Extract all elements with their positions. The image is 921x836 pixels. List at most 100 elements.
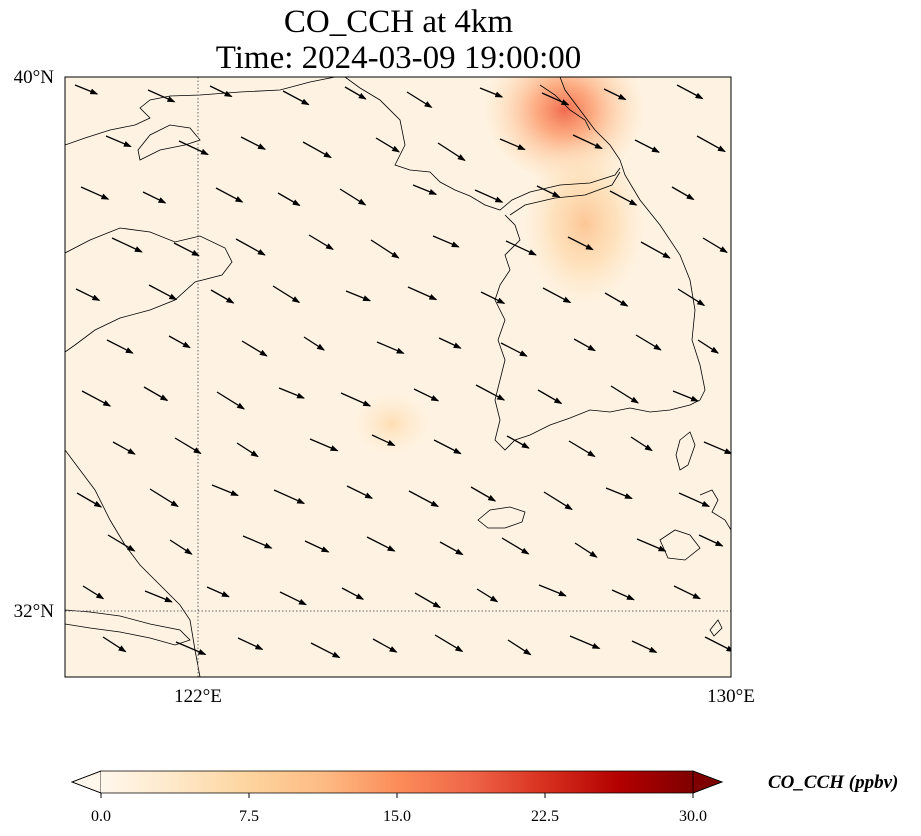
wind-arrow: [105, 135, 132, 148]
wind-arrow: [279, 591, 307, 606]
wind-arrow: [216, 391, 245, 410]
kyushu-coast: [699, 489, 731, 531]
wind-arrow: [376, 341, 405, 354]
wind-arrow: [235, 238, 266, 256]
wind-arrow: [605, 487, 633, 500]
wind-arrow: [371, 434, 396, 447]
wind-arrow: [237, 637, 264, 650]
liaodong-tip: [137, 124, 201, 161]
wind-arrow: [308, 234, 334, 250]
wind-arrow: [567, 236, 594, 251]
lat-tick-label-32N: 32°N: [14, 601, 55, 622]
wind-arrow: [506, 435, 530, 449]
wind-arrow: [372, 638, 398, 653]
wind-arrow: [501, 537, 530, 555]
wind-arrow: [211, 484, 239, 497]
korea-peninsula-coast: [494, 77, 706, 451]
wind-arrow: [480, 291, 506, 304]
wind-arrow: [149, 488, 179, 508]
wind-arrow: [370, 239, 400, 259]
colorbar-extend-max: [692, 770, 724, 794]
wind-arrow: [240, 136, 266, 150]
wind-arrow: [302, 141, 332, 159]
wind-arrow: [282, 90, 310, 106]
wind-arrow: [278, 387, 305, 399]
wind-arrow: [698, 534, 724, 547]
wind-arrow: [309, 438, 339, 452]
shandong-coast: [65, 227, 233, 353]
wind-arrow: [536, 185, 561, 198]
wind-arrow: [541, 92, 570, 106]
colorbar-tick-label: 15.0: [383, 808, 411, 825]
wind-arrow: [303, 336, 325, 351]
wind-arrow: [438, 337, 462, 349]
wind-arrow: [479, 87, 504, 98]
wind-arrow: [433, 439, 462, 455]
wind-arrow: [169, 539, 193, 555]
hotspot-3: [349, 390, 434, 458]
colorbar-tick-label: 30.0: [679, 808, 707, 825]
wind-arrow: [412, 184, 438, 195]
wind-arrow: [168, 335, 191, 349]
wind-arrow: [635, 334, 662, 351]
wind-arrow: [236, 442, 259, 458]
plot-title-line1: CO_CCH at 4km: [283, 4, 514, 40]
wind-arrow: [437, 142, 466, 161]
wind-arrow: [209, 85, 233, 98]
wind-arrow: [568, 440, 596, 458]
wind-arrow: [144, 590, 173, 603]
wind-arrow: [507, 639, 532, 656]
wind-arrow: [174, 437, 202, 455]
korea-bay-north-coast: [344, 77, 621, 211]
wind-arrow: [676, 84, 704, 100]
wind-arrow: [102, 636, 127, 653]
jeju-island: [477, 506, 526, 529]
wind-arrow: [603, 88, 627, 101]
wind-arrow: [678, 492, 711, 508]
wind-arrow: [631, 640, 658, 653]
plot-title-line2: Time: 2024-03-09 19:00:00: [215, 40, 582, 76]
jiangsu-coast: [65, 449, 201, 677]
colorbar-tick-label: 0.0: [91, 808, 111, 825]
wind-arrow: [344, 86, 367, 100]
wind-arrow: [413, 388, 440, 402]
wind-arrow: [439, 541, 464, 556]
colorbar-label: CO_CCH (ppbv): [768, 772, 898, 793]
wind-arrow: [672, 390, 699, 402]
wind-arrow: [574, 542, 598, 558]
wind-arrow: [611, 589, 635, 601]
wind-arrow: [499, 138, 526, 151]
wind-arrow: [414, 592, 441, 609]
wind-arrow: [697, 339, 719, 354]
wind-arrow: [178, 140, 209, 156]
wind-arrow: [148, 284, 178, 301]
wind-arrow: [375, 137, 401, 153]
wind-arrow: [175, 641, 207, 656]
coastlines: [65, 77, 731, 677]
wind-arrow: [341, 587, 365, 600]
tsushima-island: [675, 431, 696, 471]
wind-arrow: [241, 340, 268, 357]
wind-arrow: [432, 235, 460, 248]
wind-arrow: [640, 241, 671, 259]
map-panel: [65, 77, 731, 677]
wind-arrow: [147, 89, 176, 103]
wind-arrow: [702, 237, 728, 253]
map-frame: [64, 76, 732, 678]
wind-arrow: [474, 189, 504, 203]
wind-arrow: [406, 91, 433, 108]
wind-arrow: [142, 191, 167, 204]
colorbar: 0.0 7.5 15.0 22.5 30.0 CO_CCH (ppbv): [70, 770, 898, 825]
wind-arrow: [407, 286, 438, 301]
wind-arrow: [107, 534, 136, 552]
wind-arrow: [610, 385, 639, 404]
wind-arrow: [609, 190, 638, 206]
wind-arrow: [76, 492, 103, 508]
wind-arrow: [696, 135, 726, 153]
wind-arrow: [677, 288, 706, 306]
wind-arrow: [366, 536, 396, 552]
wind-arrow: [304, 540, 330, 553]
wind-arrow: [106, 339, 134, 354]
wind-arrow: [537, 389, 563, 405]
